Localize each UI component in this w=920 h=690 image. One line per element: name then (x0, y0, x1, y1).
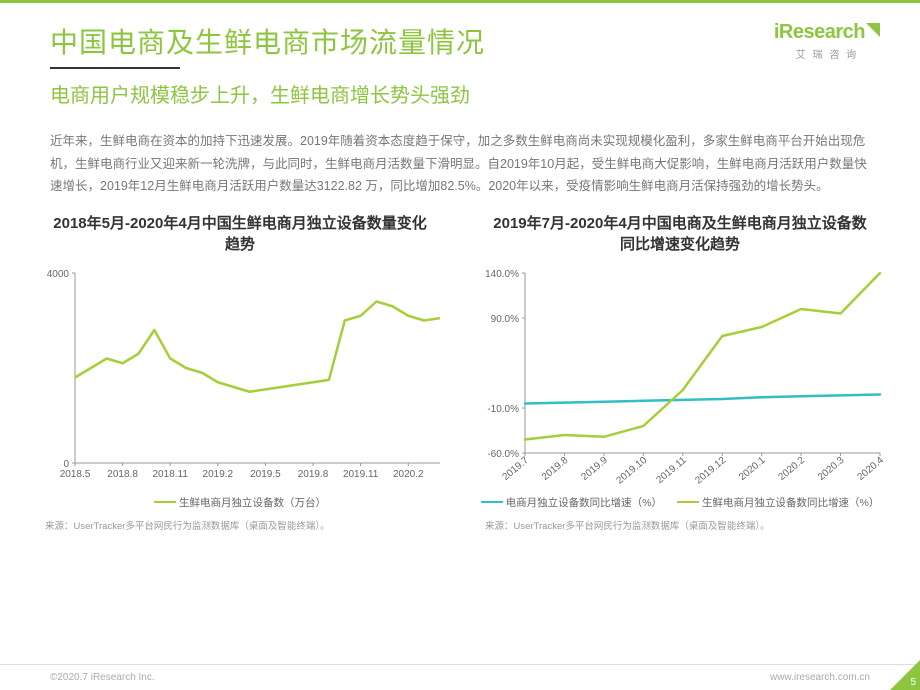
svg-text:4000: 4000 (47, 269, 70, 280)
footer: ©2020.7 iResearch Inc. www.iresearch.com… (0, 664, 920, 690)
legend-line-icon (677, 501, 699, 503)
svg-text:90.0%: 90.0% (491, 314, 519, 325)
svg-text:2019.5: 2019.5 (250, 469, 281, 480)
logo-text: iResearch (774, 21, 865, 43)
page-subtitle: 电商用户规模稳步上升，生鲜电商增长势头强劲 (50, 79, 870, 108)
chart2-title: 2019年7月-2020年4月中国电商及生鲜电商月独立设备数同比增速变化趋势 (470, 213, 890, 255)
chart2-legend-label-2: 生鲜电商月独立设备数同比增速（%） (702, 495, 879, 510)
svg-text:2020.1: 2020.1 (737, 454, 768, 482)
svg-text:2019.10: 2019.10 (614, 454, 649, 486)
svg-text:140.0%: 140.0% (485, 269, 519, 280)
chart2-legend: 电商月独立设备数同比增速（%） 生鲜电商月独立设备数同比增速（%） (470, 495, 890, 510)
chart1-legend-label: 生鲜电商月独立设备数（万台） (179, 495, 326, 510)
chart1-legend: 生鲜电商月独立设备数（万台） (30, 495, 450, 510)
chart2-legend-item-1: 电商月独立设备数同比增速（%） (481, 495, 662, 510)
footer-copyright: ©2020.7 iResearch Inc. (50, 672, 155, 683)
chart1-box: 2018年5月-2020年4月中国生鲜电商月独立设备数量变化趋势 0400020… (30, 213, 450, 532)
logo-subtext: 艾 瑞 咨 询 (774, 46, 880, 61)
chart1-legend-item: 生鲜电商月独立设备数（万台） (154, 495, 326, 510)
header: 中国电商及生鲜电商市场流量情况 电商用户规模稳步上升，生鲜电商增长势头强劲 iR… (0, 3, 920, 118)
body-paragraph: 近年来，生鲜电商在资本的加持下迅速发展。2019年随着资本态度趋于保守，加之多数… (0, 118, 920, 208)
logo: iResearch 艾 瑞 咨 询 (774, 21, 880, 61)
svg-text:-60.0%: -60.0% (487, 449, 519, 460)
chart2-legend-item-2: 生鲜电商月独立设备数同比增速（%） (677, 495, 879, 510)
svg-text:2020.2: 2020.2 (777, 454, 808, 482)
chart2-source: 来源：UserTracker多平台网民行为监测数据库（桌面及智能终端）。 (470, 518, 890, 532)
legend-line-icon (154, 501, 176, 503)
title-underline (50, 67, 180, 69)
chart1-title: 2018年5月-2020年4月中国生鲜电商月独立设备数量变化趋势 (30, 213, 450, 255)
svg-text:2019.8: 2019.8 (540, 454, 571, 482)
legend-line-icon (481, 501, 503, 503)
svg-text:2018.11: 2018.11 (153, 469, 189, 480)
page-number: 5 (910, 677, 916, 688)
chart2-legend-label-1: 电商月独立设备数同比增速（%） (506, 495, 662, 510)
svg-text:-10.0%: -10.0% (487, 404, 519, 415)
svg-text:2018.8: 2018.8 (107, 469, 138, 480)
chart2-plot: -60.0%-10.0%90.0%140.0%2019.72019.82019.… (470, 263, 890, 493)
chart2-box: 2019年7月-2020年4月中国电商及生鲜电商月独立设备数同比增速变化趋势 -… (470, 213, 890, 532)
svg-text:2019.8: 2019.8 (298, 469, 329, 480)
svg-text:2020.3: 2020.3 (816, 454, 847, 482)
svg-text:2019.9: 2019.9 (579, 454, 610, 482)
svg-text:2019.12: 2019.12 (693, 454, 728, 486)
chart1-source: 来源：UserTracker多平台网民行为监测数据库（桌面及智能终端）。 (30, 518, 450, 532)
svg-text:2020.2: 2020.2 (393, 469, 424, 480)
charts-container: 2018年5月-2020年4月中国生鲜电商月独立设备数量变化趋势 0400020… (0, 208, 920, 532)
svg-text:2019.2: 2019.2 (203, 469, 234, 480)
chart1-plot: 040002018.52018.82018.112019.22019.52019… (30, 263, 450, 493)
svg-text:2018.5: 2018.5 (60, 469, 91, 480)
page-title: 中国电商及生鲜电商市场流量情况 (50, 21, 870, 61)
logo-accent-icon (866, 23, 880, 37)
svg-text:2019.11: 2019.11 (343, 469, 379, 480)
svg-text:2019.11: 2019.11 (655, 454, 690, 485)
svg-text:2020.4: 2020.4 (855, 454, 886, 482)
footer-url: www.iresearch.com.cn (770, 672, 870, 683)
